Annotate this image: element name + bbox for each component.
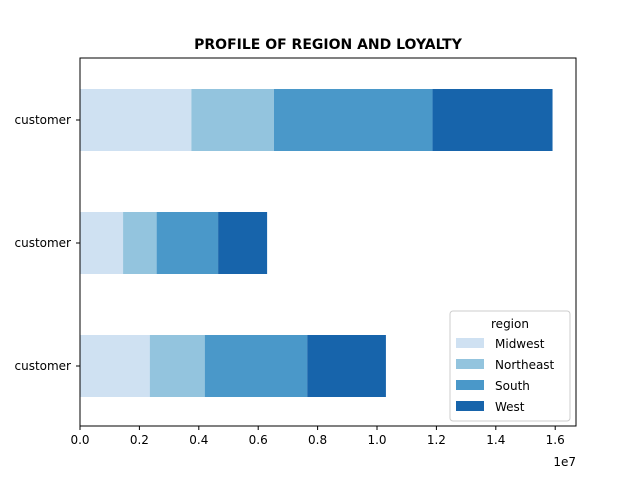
legend-label-northeast: Northeast [495, 358, 555, 372]
x-tick-label: 0.8 [308, 433, 327, 447]
chart-title: PROFILE OF REGION AND LOYALTY [194, 37, 463, 53]
y-tick-label: customer [14, 359, 71, 373]
legend: region Midwest Northeast South West [449, 310, 571, 422]
x-axis-offset-label: 1e7 [553, 455, 576, 469]
legend-label-south: South [495, 379, 530, 393]
legend-label-midwest: Midwest [495, 337, 545, 351]
legend-swatch-northeast [456, 359, 484, 369]
legend-title: region [491, 317, 529, 331]
legend-label-west: West [495, 400, 525, 414]
x-tick-label: 0.0 [70, 433, 89, 447]
bar-northeast-row-3 [149, 335, 205, 397]
plot-area [80, 89, 553, 397]
x-tick-label: 1.0 [367, 433, 386, 447]
x-tick-label: 0.6 [249, 433, 268, 447]
bar-south-row-3 [204, 335, 308, 397]
bar-west-row-3 [307, 335, 386, 397]
legend-swatch-south [456, 380, 484, 390]
x-axis: 0.0 0.2 0.4 0.6 0.8 1.0 1.2 1.4 1.6 [70, 426, 565, 447]
legend-swatch-midwest [456, 338, 484, 348]
bar-midwest-row-2 [80, 212, 124, 274]
y-axis: customer customer customer [14, 113, 80, 373]
x-tick-label: 1.2 [427, 433, 446, 447]
legend-swatch-west [456, 401, 484, 411]
bar-west-row-1 [432, 89, 553, 151]
x-tick-label: 0.4 [189, 433, 208, 447]
bar-midwest-row-1 [80, 89, 192, 151]
y-tick-label: customer [14, 113, 71, 127]
bar-south-row-2 [156, 212, 219, 274]
x-tick-label: 1.6 [546, 433, 565, 447]
bar-northeast-row-1 [191, 89, 274, 151]
bar-midwest-row-3 [80, 335, 150, 397]
y-tick-label: customer [14, 236, 71, 250]
bar-northeast-row-2 [123, 212, 157, 274]
bar-west-row-2 [218, 212, 268, 274]
x-tick-label: 0.2 [130, 433, 149, 447]
bar-south-row-1 [273, 89, 433, 151]
x-tick-label: 1.4 [486, 433, 505, 447]
plot-frame [79, 57, 577, 427]
